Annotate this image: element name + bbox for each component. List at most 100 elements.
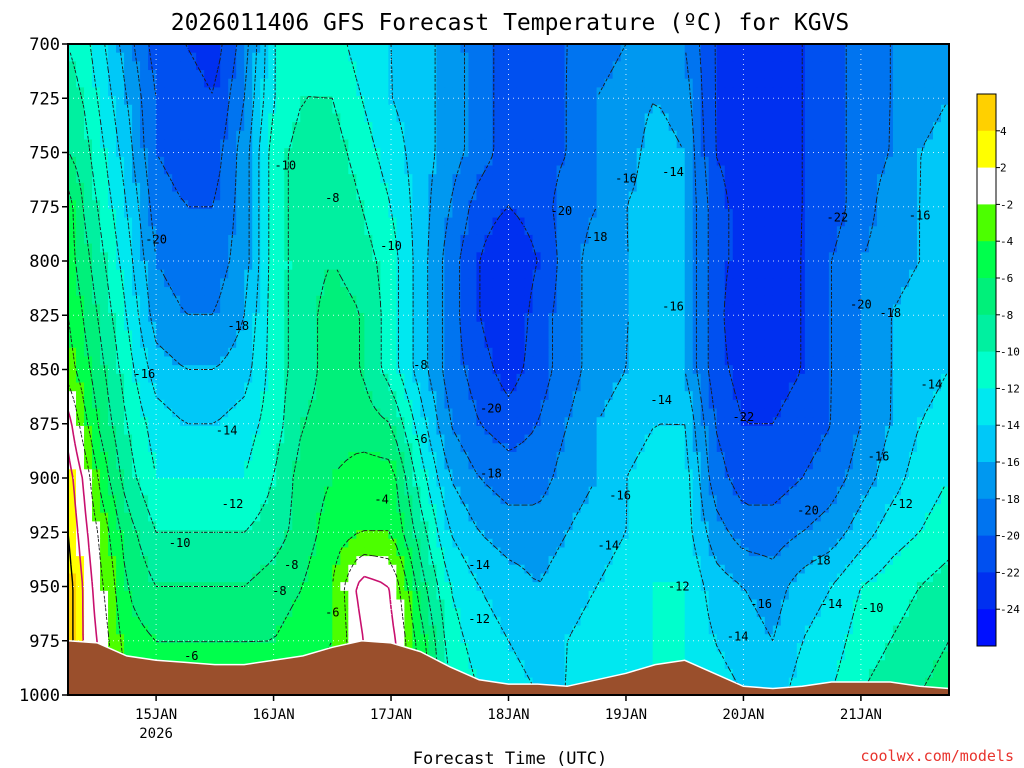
heat-cell xyxy=(916,339,926,349)
heat-cell xyxy=(228,425,237,436)
heat-cell xyxy=(732,278,742,288)
heat-cell xyxy=(932,339,942,349)
heat-cell xyxy=(196,113,205,123)
heat-cell xyxy=(220,104,229,115)
heat-cell xyxy=(444,156,454,167)
heat-cell xyxy=(892,417,902,427)
heat-cell xyxy=(420,70,430,80)
heat-cell xyxy=(860,347,870,358)
heat-cell xyxy=(884,287,894,297)
heat-cell xyxy=(212,434,221,444)
heat-cell xyxy=(508,130,518,141)
heat-cell xyxy=(812,52,822,62)
heat-cell xyxy=(356,156,365,167)
heat-cell xyxy=(644,78,654,88)
heat-cell xyxy=(596,373,606,384)
heat-cell xyxy=(460,399,470,410)
heat-cell xyxy=(260,182,269,193)
heat-cell xyxy=(92,399,101,410)
heat-cell xyxy=(436,165,446,175)
heat-cell xyxy=(452,182,462,193)
heat-cell xyxy=(740,217,750,227)
heat-cell xyxy=(724,96,734,106)
heat-cell xyxy=(660,174,670,184)
heat-cell xyxy=(604,234,614,245)
heat-cell xyxy=(388,156,397,167)
heat-cell xyxy=(348,373,357,384)
heat-cell xyxy=(100,226,109,236)
heat-cell xyxy=(108,139,117,149)
heat-cell xyxy=(612,217,622,227)
heat-cell xyxy=(732,200,742,210)
heat-cell xyxy=(652,269,662,279)
heat-cell xyxy=(388,104,397,115)
heat-cell xyxy=(388,434,397,444)
heat-cell xyxy=(812,78,822,88)
heat-cell xyxy=(396,373,405,384)
heat-cell xyxy=(132,70,141,80)
heat-cell xyxy=(580,243,590,253)
heat-cell xyxy=(252,122,261,132)
heat-cell xyxy=(404,182,413,193)
heat-cell xyxy=(348,295,357,305)
heat-cell xyxy=(300,365,309,375)
heat-cell xyxy=(916,356,926,366)
heat-cell xyxy=(892,200,902,210)
heat-cell xyxy=(140,287,149,297)
heat-cell xyxy=(92,104,101,115)
heat-cell xyxy=(684,356,694,366)
heat-cell xyxy=(540,87,550,97)
heat-cell xyxy=(492,304,502,314)
heat-cell xyxy=(292,182,301,193)
heat-cell xyxy=(108,130,117,141)
heat-cell xyxy=(244,252,253,262)
heat-cell xyxy=(500,330,510,340)
heat-cell xyxy=(340,391,349,401)
heat-cell xyxy=(276,304,285,314)
heat-cell xyxy=(92,391,101,401)
heat-cell xyxy=(396,217,405,227)
heat-cell xyxy=(604,217,614,227)
heat-cell xyxy=(540,408,550,418)
heat-cell xyxy=(84,391,93,401)
heat-cell xyxy=(292,287,301,297)
heat-cell xyxy=(876,139,886,149)
heat-cell xyxy=(700,113,710,123)
heat-cell xyxy=(196,130,205,141)
heat-cell xyxy=(676,122,686,132)
heat-cell xyxy=(460,261,470,271)
heat-cell xyxy=(884,330,894,340)
heat-cell xyxy=(188,174,197,184)
heat-cell xyxy=(276,321,285,332)
heat-cell xyxy=(660,148,670,158)
heat-cell xyxy=(284,408,293,418)
heat-cell xyxy=(268,70,277,80)
heat-cell xyxy=(532,174,542,184)
heat-cell xyxy=(348,156,357,167)
heat-cell xyxy=(516,287,526,297)
heat-cell xyxy=(860,330,870,340)
heat-cell xyxy=(276,399,285,410)
heat-cell xyxy=(692,382,702,392)
heat-cell xyxy=(900,269,910,279)
heat-cell xyxy=(148,408,157,418)
heat-cell xyxy=(812,408,822,418)
heat-cell xyxy=(732,104,742,115)
heat-cell xyxy=(132,321,141,332)
heat-cell xyxy=(756,417,766,427)
heat-cell xyxy=(724,252,734,262)
heat-cell xyxy=(316,373,325,384)
heat-cell xyxy=(276,87,285,97)
heat-cell xyxy=(236,113,245,123)
heat-cell xyxy=(524,304,534,314)
heat-cell xyxy=(340,139,349,149)
heat-cell xyxy=(508,243,518,253)
heat-cell xyxy=(692,61,702,71)
heat-cell xyxy=(324,156,333,167)
heat-cell xyxy=(324,261,333,271)
heat-cell xyxy=(412,104,421,115)
heat-cell xyxy=(940,321,949,332)
heat-cell xyxy=(428,182,438,193)
heat-cell xyxy=(492,52,502,62)
heat-cell xyxy=(812,191,822,201)
